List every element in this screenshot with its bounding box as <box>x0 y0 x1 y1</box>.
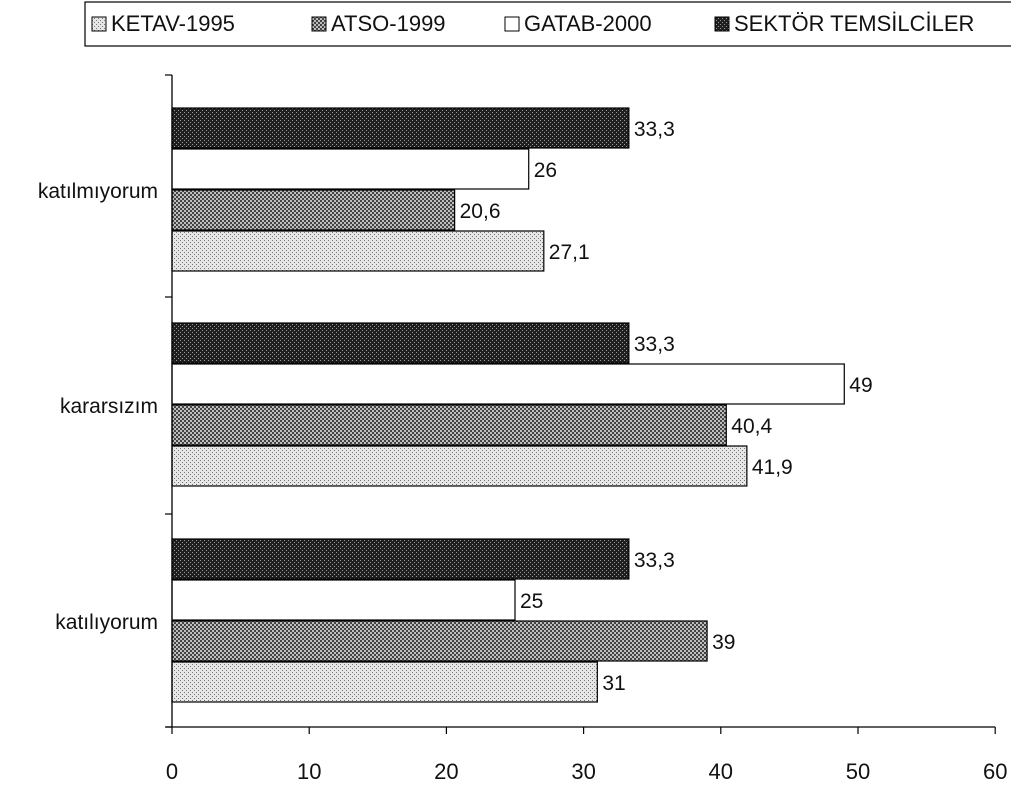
value-label: 33,3 <box>634 549 675 572</box>
value-label: 31 <box>602 672 625 695</box>
x-tick-label: 40 <box>709 759 733 784</box>
legend: KETAV-1995 ATSO-1999 GATAB-2000 SEKTÖR TEMS… <box>84 1 1011 47</box>
category-label: katılıyorum <box>55 611 158 634</box>
value-label: 25 <box>520 590 543 613</box>
legend-swatch <box>311 16 327 32</box>
bar-ketav-1995-1 <box>171 230 545 272</box>
value-label: 33,3 <box>634 118 675 141</box>
x-tick-label: 30 <box>571 759 595 784</box>
x-tick-label: 60 <box>983 759 1007 784</box>
bar-gatab-2000-2 <box>171 363 845 405</box>
legend-frame <box>84 1 1011 47</box>
legend-swatch <box>714 16 730 32</box>
value-label: 27,1 <box>549 241 590 264</box>
legend-label: SEKTÖR TEMSİLCİLER <box>734 11 974 36</box>
x-tick-label: 0 <box>166 759 178 784</box>
bar-ketav-1995-2 <box>171 445 748 487</box>
x-tick-label: 10 <box>297 759 321 784</box>
bar-gatab-2000-3 <box>171 579 516 621</box>
value-label: 40,4 <box>731 415 772 438</box>
value-label: 33,3 <box>634 333 675 356</box>
bar-atso-1999-2 <box>171 404 727 446</box>
legend-swatch <box>91 16 107 32</box>
bar-sekt-r-temsi-lci-leri--1 <box>171 107 630 149</box>
category-label: katılmıyorum <box>38 180 158 203</box>
value-label: 20,6 <box>460 200 501 223</box>
legend-swatch <box>504 16 520 32</box>
value-label: 41,9 <box>752 456 793 479</box>
value-label: 39 <box>712 631 735 654</box>
bar-gatab-2000-1 <box>171 148 530 190</box>
bar-atso-1999-1 <box>171 189 456 231</box>
bar-sekt-r-temsi-lci-leri--2 <box>171 322 630 364</box>
x-tick-label: 20 <box>434 759 458 784</box>
legend-label: KETAV-1995 <box>111 11 235 36</box>
value-label: 26 <box>534 159 557 182</box>
legend-label: ATSO-1999 <box>331 11 446 36</box>
plot-area: 33,3 26 20,6 27,1 33,3 49 40,4 41,9 33,3 25 39 31 0… <box>38 74 1007 784</box>
bar-sekt-r-temsi-lci-leri--3 <box>171 538 630 580</box>
x-tick-label: 50 <box>846 759 870 784</box>
category-label: kararsızım <box>60 395 158 418</box>
bar-atso-1999-3 <box>171 620 708 662</box>
legend-label: GATAB-2000 <box>524 11 652 36</box>
value-label: 49 <box>849 374 872 397</box>
bar-ketav-1995-3 <box>171 661 598 703</box>
